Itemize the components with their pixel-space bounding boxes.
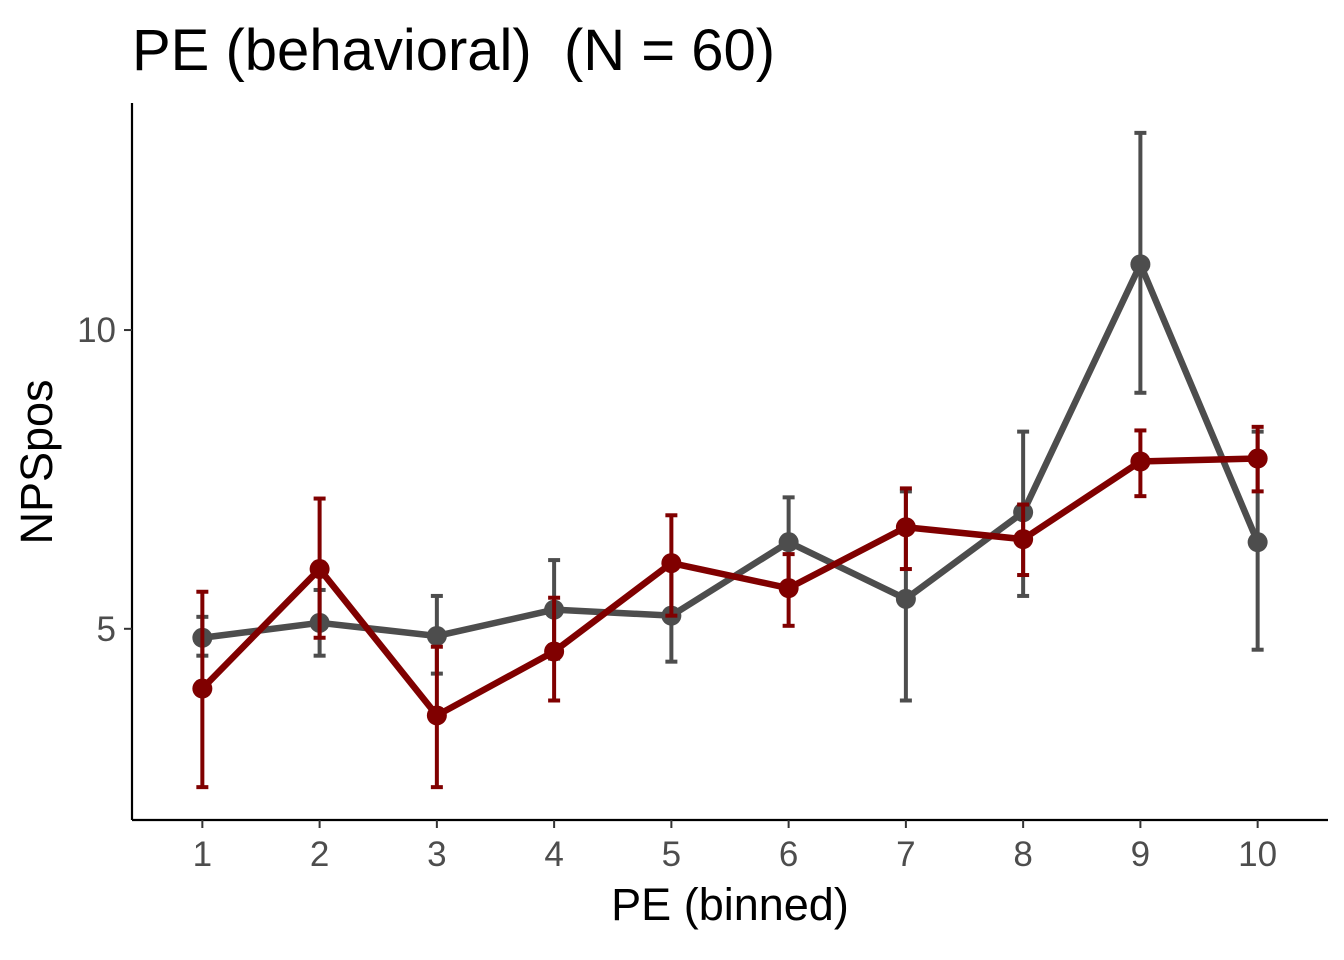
x-tick-label: 7 (896, 835, 915, 874)
data-point (1247, 532, 1268, 553)
x-tick-label: 8 (1013, 835, 1032, 874)
data-point (1130, 254, 1151, 275)
data-point (544, 641, 565, 662)
data-point (426, 625, 447, 646)
x-tick-label: 1 (193, 835, 212, 874)
data-point (309, 559, 330, 580)
x-axis-ticks: 1 2 3 4 5 6 7 8 9 10 (193, 820, 1277, 874)
y-axis-ticks: 5 10 (77, 311, 132, 649)
x-tick-label: 4 (544, 835, 563, 874)
data-point (1130, 451, 1151, 472)
y-axis-title: NPSpos (11, 379, 62, 544)
series-layer (192, 130, 1268, 790)
data-point (1247, 448, 1268, 469)
data-point (192, 678, 213, 699)
data-point (661, 553, 682, 574)
y-tick-label: 10 (77, 311, 116, 350)
series-line (199, 455, 1261, 719)
x-tick-label: 3 (427, 835, 446, 874)
data-point (426, 705, 447, 726)
x-axis-title: PE (binned) (611, 879, 849, 930)
y-tick-label: 5 (97, 610, 116, 649)
x-tick-label: 6 (779, 835, 798, 874)
chart-title: PE (behavioral) (N = 60) (132, 18, 776, 83)
data-point (778, 578, 799, 599)
data-point (1013, 529, 1034, 550)
data-point (895, 588, 916, 609)
x-tick-label: 2 (310, 835, 329, 874)
x-tick-label: 10 (1238, 835, 1277, 874)
x-tick-label: 5 (662, 835, 681, 874)
data-point (778, 532, 799, 553)
x-tick-label: 9 (1131, 835, 1150, 874)
series-2 (192, 424, 1268, 790)
data-point (895, 517, 916, 538)
series-line (199, 261, 1261, 642)
